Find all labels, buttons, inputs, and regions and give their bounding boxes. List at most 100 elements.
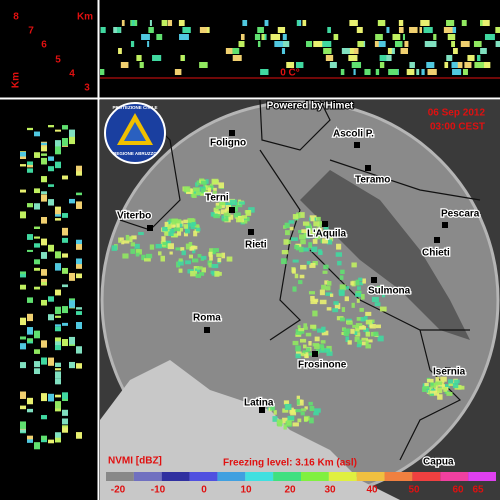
side-echo [69,361,75,369]
side-echo [76,192,82,196]
map-echo [337,260,342,266]
map-echo [299,329,305,334]
side-echo [69,198,75,204]
side-echo [76,258,82,266]
side-echo [34,361,40,368]
section-echo [282,34,287,40]
section-echo [182,27,191,33]
map-echo [241,215,248,219]
map-echo [326,307,332,311]
map-echo [273,410,277,415]
map-echo [225,215,229,222]
map-echo [353,330,358,335]
map-echo [322,238,329,244]
map-echo [429,387,433,391]
map-echo [272,416,278,422]
map-echo [323,226,329,230]
map-echo [354,336,360,342]
section-echo [261,34,267,40]
side-echo [48,393,54,402]
city-dot [365,165,371,171]
side-echo [27,397,33,405]
map-echo [209,185,214,190]
map-echo [310,295,315,301]
map-echo [177,229,182,236]
map-echo [363,316,368,322]
map-echo [296,398,300,405]
map-echo [313,408,321,413]
map-echo [191,192,197,198]
map-echo [192,247,196,254]
map-echo [226,256,233,262]
map-echo [188,254,193,259]
map-echo [434,386,438,393]
map-echo [454,379,460,384]
city-label: Frosinone [298,360,347,371]
map-echo [195,191,201,196]
map-echo [197,253,202,258]
colorbar-swatch [468,472,496,481]
logo-bottom-text: REGIONE ABRUZZO [113,151,157,156]
side-echo [62,138,68,146]
map-echo [377,335,384,342]
map-echo [196,180,200,186]
section-echo [462,69,468,75]
city-label: Chieti [422,248,450,259]
map-echo [210,270,216,275]
side-echo [20,317,26,326]
map-echo [216,253,223,257]
map-echo [171,218,178,225]
section-echo [340,69,345,75]
side-echo [41,299,47,306]
side-echo [48,296,54,302]
map-echo [329,235,334,242]
map-echo [435,381,443,385]
side-echo [41,357,47,365]
map-echo [311,246,318,253]
map-echo [375,324,381,329]
colorbar-label: 30 [324,485,336,496]
section-echo [423,27,433,33]
side-echo [62,175,68,180]
side-echo [62,409,68,416]
map-echo [194,268,201,273]
city-label: Latina [244,398,274,409]
section-echo [240,34,245,40]
city-dot [354,142,360,148]
map-echo [196,225,200,230]
map-echo [188,218,196,223]
side-echo [55,218,61,221]
section-echo [446,20,455,26]
map-echo [452,382,459,389]
section-echo [274,41,285,47]
map-echo [440,376,447,382]
map-echo [356,317,363,321]
side-echo [55,263,61,271]
map-echo [308,352,315,356]
side-echo [34,349,40,354]
side-echo [34,259,40,265]
map-echo [211,263,219,269]
side-echo [27,127,33,131]
map-echo [208,262,212,268]
altitude-label: 7 [28,26,34,37]
map-echo [213,207,219,212]
map-echo [183,186,191,192]
side-echo [20,189,26,193]
section-echo [424,41,434,47]
map-echo [226,214,234,220]
colorbar-label: -10 [151,485,166,496]
section-echo [199,27,207,33]
map-echo [211,178,219,184]
side-echo [27,168,33,173]
colorbar-swatch [440,472,469,481]
map-echo [339,284,346,291]
map-echo [176,222,180,229]
map-echo [134,243,140,249]
map-echo [289,226,294,231]
map-echo [167,243,174,250]
side-echo [76,273,82,279]
colorbar-swatch [273,472,301,481]
side-echo [34,131,40,137]
map-echo [129,236,133,243]
